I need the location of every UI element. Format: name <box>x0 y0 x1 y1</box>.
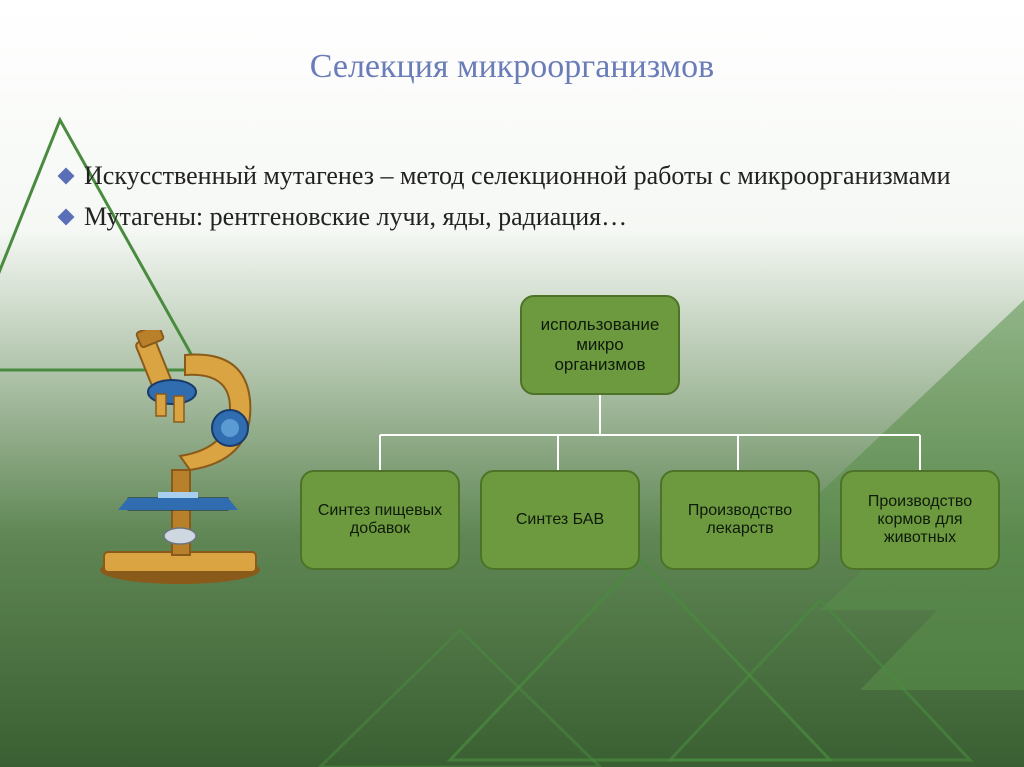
slide-title: Селекция микроорганизмов <box>0 48 1024 86</box>
diagram-area: использование микро организмов Синтез пи… <box>0 295 1024 767</box>
bullet-text: Мутагены: рентгеновские лучи, яды, радиа… <box>84 201 627 234</box>
bullet-text: Искусственный мутагенез – метод селекцио… <box>84 160 951 193</box>
bullet-list: Искусственный мутагенез – метод селекцио… <box>60 160 964 241</box>
bullet-diamond-icon <box>58 208 75 225</box>
bullet-diamond-icon <box>58 168 75 185</box>
bullet-item: Искусственный мутагенез – метод селекцио… <box>60 160 964 193</box>
bullet-item: Мутагены: рентгеновские лучи, яды, радиа… <box>60 201 964 234</box>
slide: Селекция микроорганизмов Искусственный м… <box>0 0 1024 767</box>
orgchart-connectors <box>0 295 1024 595</box>
